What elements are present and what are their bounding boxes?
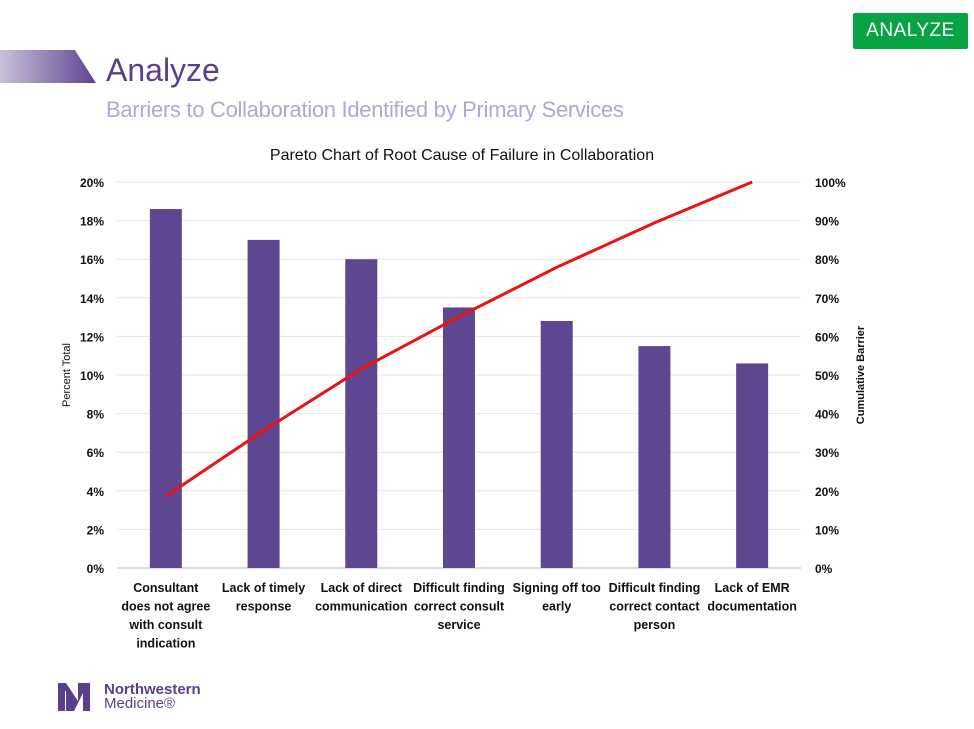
x-tick-label: person (634, 618, 676, 632)
x-tick-label: Difficult finding (609, 581, 701, 595)
y-tick-label: 2% (87, 523, 105, 537)
x-tick-label: early (542, 600, 571, 614)
analyze-badge: ANALYZE (853, 13, 968, 49)
x-tick-label: communication (315, 600, 407, 614)
x-tick-label: indication (136, 637, 195, 651)
y2-tick-label: 0% (815, 562, 833, 576)
cumulative-line (165, 180, 753, 498)
y2-tick-label: 80% (815, 253, 839, 267)
y-tick-label: 14% (80, 292, 104, 306)
bar (736, 363, 769, 568)
page-title: Analyze (106, 52, 220, 88)
y2-tick-label: 30% (815, 446, 839, 460)
x-tick-label: Lack of timely (222, 581, 305, 595)
y-tick-label: 4% (87, 485, 105, 499)
y-axis-label: Percent Total (61, 343, 73, 407)
y2-tick-label: 40% (815, 408, 839, 422)
x-tick-label: service (437, 618, 480, 632)
y2-tick-label: 20% (815, 485, 839, 499)
logo-line1: Northwestern (104, 681, 201, 698)
y2-tick-label: 100% (815, 176, 846, 190)
y2-tick-label: 50% (815, 369, 839, 383)
x-tick-label: response (236, 600, 292, 614)
bar (443, 307, 475, 568)
x-tick-label: documentation (707, 600, 797, 614)
y-tick-label: 0% (87, 562, 105, 576)
bar (149, 209, 182, 568)
y2-tick-label: 70% (815, 292, 839, 306)
y-tick-label: 12% (80, 330, 104, 344)
y2-tick-label: 10% (815, 523, 839, 537)
y-tick-label: 18% (80, 215, 104, 229)
bar (345, 259, 378, 568)
y-tick-label: 20% (80, 176, 104, 190)
x-tick-label: Difficult finding (413, 581, 505, 595)
x-tick-label: correct consult (414, 600, 505, 614)
chart-title: Pareto Chart of Root Cause of Failure in… (270, 147, 654, 164)
y2-tick-label: 60% (815, 330, 839, 344)
bar (540, 320, 573, 568)
logo-line2: Medicine® (104, 695, 176, 712)
x-tick-label: Signing off too (513, 581, 602, 595)
x-tick-label: Consultant (133, 581, 199, 595)
y-tick-label: 16% (80, 253, 104, 267)
northwestern-medicine-logo: Northwestern Medicine® (58, 681, 201, 712)
x-tick-label: Lack of direct (321, 581, 403, 595)
nm-logo-icon (58, 683, 90, 711)
y-tick-label: 8% (87, 408, 105, 422)
x-tick-label: correct contact (609, 600, 700, 614)
x-tick-label: with consult (128, 618, 203, 632)
bar (247, 239, 280, 568)
y2-tick-label: 90% (815, 215, 839, 229)
x-tick-label: does not agree (121, 600, 210, 614)
page-subtitle: Barriers to Collaboration Identified by … (106, 97, 624, 122)
y2-axis-label: Cumulative Barrier (855, 325, 867, 424)
x-tick-label: Lack of EMR (715, 581, 790, 595)
bar (638, 346, 671, 568)
y-tick-label: 6% (87, 446, 105, 460)
y-tick-label: 10% (80, 369, 104, 383)
